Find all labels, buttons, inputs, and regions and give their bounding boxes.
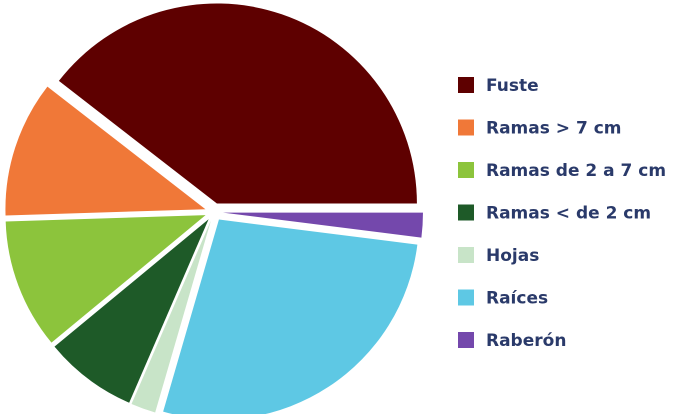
slice-ramas-de-2-cm — [54, 219, 209, 403]
legend-label-hojas: Hojas — [486, 246, 539, 266]
legend-swatch-ramas-7-cm — [458, 119, 474, 136]
legend-swatch-raberon — [458, 332, 474, 348]
legend-swatch-fuste — [458, 77, 474, 93]
legend-label-raberon: Raberón — [486, 331, 566, 351]
legend-swatch-raices — [458, 289, 474, 306]
legend-swatch-ramas-de-2-a-7-cm — [458, 162, 474, 178]
slice-fuste — [58, 3, 417, 204]
slice-hojas — [131, 220, 211, 413]
slice-ramas-7-cm — [5, 86, 206, 216]
legend-label-ramas-2-a-7cm: Ramas de 2 a 7 cm — [486, 161, 666, 181]
legend-swatches — [458, 77, 474, 348]
legend-label-ramas-mayor-7cm: Ramas > 7 cm — [486, 119, 622, 139]
slice-ramas-de-2-a-7-cm — [5, 215, 206, 343]
slice-raices — [163, 219, 418, 414]
legend-label-raices: Raíces — [486, 289, 548, 309]
legend-swatch-ramas-de-2-cm — [458, 204, 474, 221]
legend: Fuste Ramas > 7 cm Ramas de 2 a 7 cm Ram… — [458, 76, 666, 351]
legend-label-fuste: Fuste — [486, 76, 539, 96]
legend-label-ramas-menor-2cm: Ramas < de 2 cm — [486, 204, 651, 224]
slice-raberon — [222, 212, 423, 238]
legend-labels: Fuste Ramas > 7 cm Ramas de 2 a 7 cm Ram… — [486, 76, 666, 351]
legend-swatch-hojas — [458, 247, 474, 263]
pie-slices — [5, 3, 423, 414]
